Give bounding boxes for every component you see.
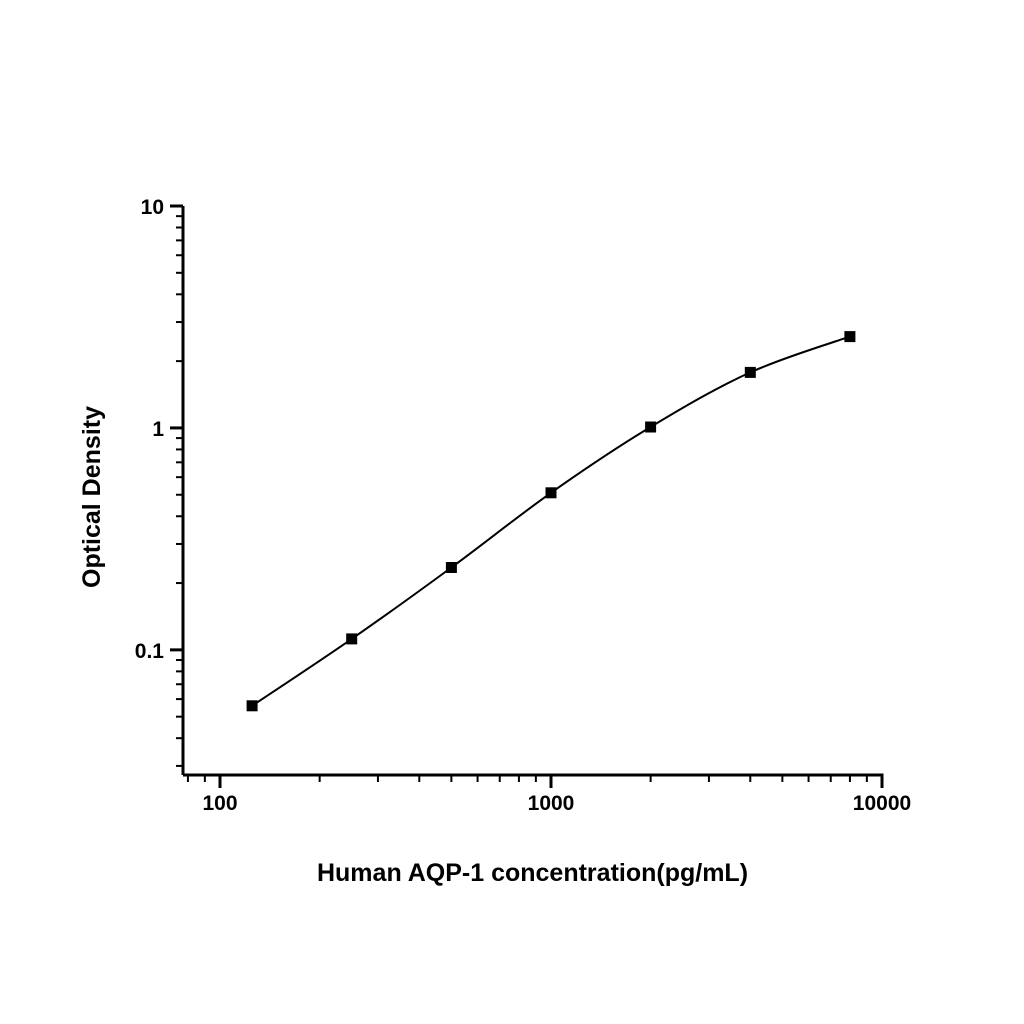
x-axis-title: Human AQP-1 concentration(pg/mL) xyxy=(316,859,749,887)
data-point-marker xyxy=(346,633,358,645)
standard-curve-line xyxy=(251,335,851,707)
data-point-marker xyxy=(445,562,457,573)
data-point-marker xyxy=(744,366,756,378)
data-point-marker xyxy=(844,331,856,343)
y-tick-label: 0.1 xyxy=(135,640,165,663)
x-tick-label: 100 xyxy=(202,792,237,815)
x-tick-label: 10000 xyxy=(853,792,911,815)
y-tick-label: 1 xyxy=(152,418,164,441)
data-point-marker xyxy=(645,421,657,433)
data-point-marker xyxy=(545,487,557,499)
x-tick-label: 1000 xyxy=(528,792,575,815)
y-tick-label: 10 xyxy=(141,196,164,219)
y-axis-title: Optical Density xyxy=(78,406,106,588)
data-point-marker xyxy=(246,700,258,712)
